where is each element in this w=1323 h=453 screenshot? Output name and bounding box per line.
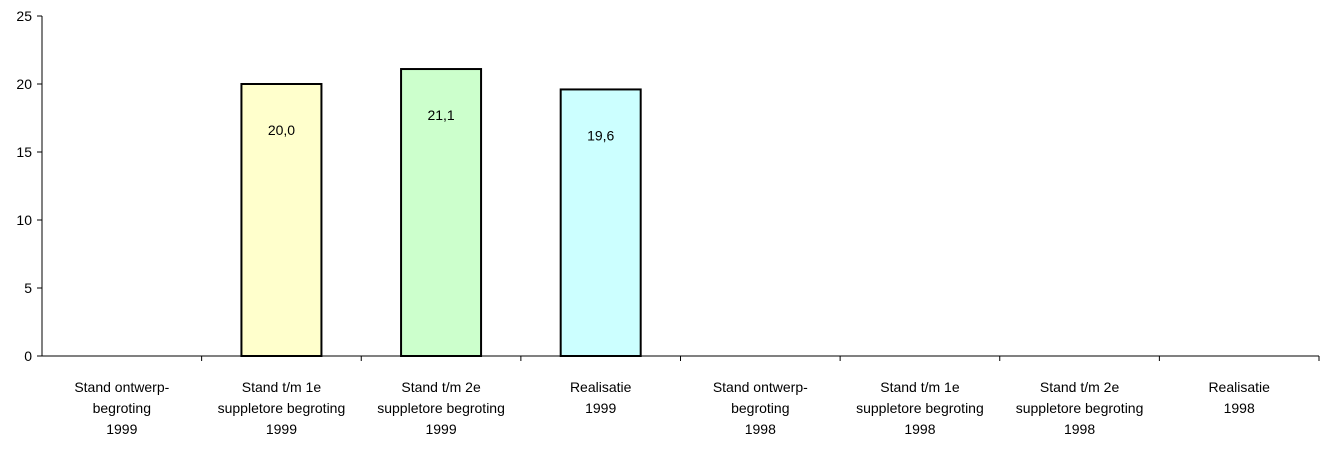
bar-data-label: 20,0	[268, 122, 295, 138]
x-category-label-line: Stand t/m 1e	[242, 379, 322, 395]
x-category-label: Stand ontwerp-begroting 1999	[74, 379, 169, 437]
x-category-label: Stand t/m 2e suppletore begroting 1998	[1016, 379, 1144, 437]
y-tick-label: 25	[16, 8, 32, 24]
bar	[240, 83, 323, 357]
x-category-label-line: 1998	[1064, 421, 1095, 437]
x-category-label-line: Stand ontwerp-	[74, 379, 169, 395]
x-category-label: Realisatie 1998	[1208, 379, 1270, 416]
x-category-label-line: Stand t/m 1e	[880, 379, 960, 395]
x-category-label-line: suppletore begroting	[1016, 400, 1144, 416]
x-category-label-line: 1999	[106, 421, 137, 437]
x-category-label-line: begroting	[93, 400, 151, 416]
x-category-label-line: 1999	[266, 421, 297, 437]
x-category-label-line: suppletore begroting	[218, 400, 346, 416]
x-category-label-line: Realisatie	[570, 379, 632, 395]
x-category-label-line: suppletore begroting	[856, 400, 984, 416]
y-tick-label: 5	[24, 280, 32, 296]
x-category-label-line: suppletore begroting	[377, 400, 505, 416]
x-category-label-line: 1998	[1224, 400, 1255, 416]
x-category-label: Stand t/m 2e suppletore begroting 1999	[377, 379, 505, 437]
y-tick-label: 10	[16, 212, 32, 228]
x-category-label: Stand ontwerp-begroting 1998	[713, 379, 808, 437]
x-category-label: Stand t/m 1e suppletore begroting 1999	[218, 379, 346, 437]
plot-area: 0 5 10 15 20 25 20,0 21,1 19,6 Stand ontwerp-begr…	[16, 8, 1320, 437]
x-category-label-line: Realisatie	[1208, 379, 1270, 395]
x-category-label-line: Stand t/m 2e	[401, 379, 481, 395]
x-category-label: Stand t/m 1e suppletore begroting 1998	[856, 379, 984, 437]
y-tick-label: 0	[24, 348, 32, 364]
x-category-label-line: begroting	[731, 400, 789, 416]
bar	[400, 68, 483, 357]
bar-data-label: 19,6	[587, 127, 614, 143]
x-category-label-line: 1999	[585, 400, 616, 416]
y-tick-label: 20	[16, 76, 32, 92]
x-category-label-line: 1998	[745, 421, 776, 437]
x-category-label-line: Stand ontwerp-	[713, 379, 808, 395]
y-tick-label: 15	[16, 144, 32, 160]
bar	[559, 88, 642, 357]
x-category-label-line: Stand t/m 2e	[1040, 379, 1120, 395]
x-category-label-line: 1999	[425, 421, 456, 437]
bar-data-label: 21,1	[427, 107, 454, 123]
x-category-label: Realisatie 1999	[570, 379, 632, 416]
x-category-label-line: 1998	[904, 421, 935, 437]
